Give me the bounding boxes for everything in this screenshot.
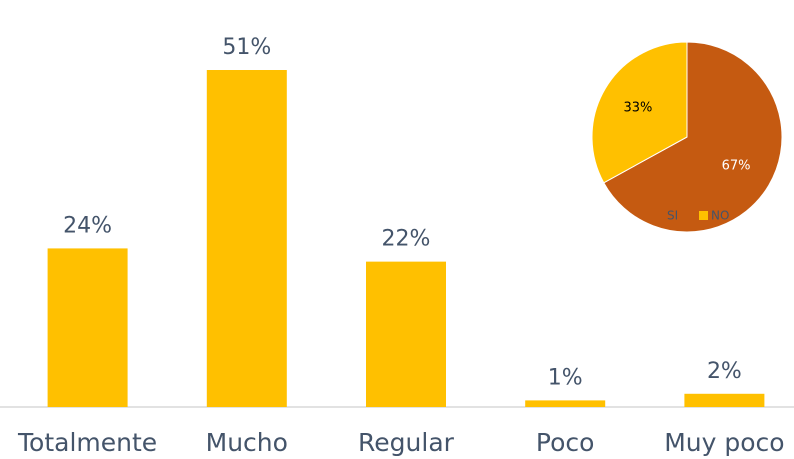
legend-label: NO	[711, 209, 729, 223]
data-label: 24%	[63, 213, 112, 238]
data-label: 1%	[548, 365, 583, 390]
legend-swatch	[655, 211, 664, 220]
bar	[206, 70, 287, 407]
data-label: 2%	[707, 359, 742, 384]
bar	[366, 261, 446, 407]
x-tick-label: Totalmente	[17, 428, 157, 457]
slice-label: 33%	[623, 100, 652, 115]
legend-swatch	[699, 211, 708, 220]
bar	[47, 248, 128, 407]
slice-label: 67%	[722, 159, 751, 174]
data-label: 51%	[222, 35, 271, 60]
x-tick-label: Poco	[536, 428, 595, 457]
pie-slice	[591, 41, 688, 184]
x-tick-label: Mucho	[206, 428, 288, 457]
data-label: 22%	[382, 227, 431, 252]
bar	[684, 393, 765, 407]
x-tick-label: Regular	[358, 428, 455, 457]
bar	[525, 400, 606, 407]
pie-slice	[603, 41, 783, 233]
legend-label: SI	[667, 209, 678, 223]
x-tick-label: Muy poco	[664, 428, 784, 457]
